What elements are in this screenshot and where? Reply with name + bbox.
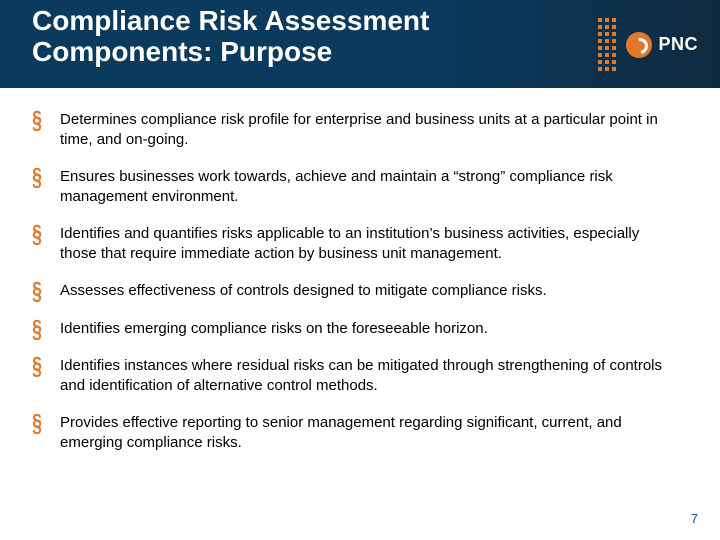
list-item: § Determines compliance risk profile for… <box>32 110 678 149</box>
page-number: 7 <box>691 511 698 526</box>
pnc-logo: PNC <box>626 32 698 58</box>
bullet-text: Assesses effectiveness of controls desig… <box>60 281 678 301</box>
bullet-text: Identifies and quantifies risks applicab… <box>60 224 678 263</box>
list-item: § Identifies emerging compliance risks o… <box>32 319 678 339</box>
list-item: § Identifies instances where residual ri… <box>32 356 678 395</box>
slide: Compliance Risk Assessment Components: P… <box>0 0 720 540</box>
list-item: § Ensures businesses work towards, achie… <box>32 167 678 206</box>
title-line-1: Compliance Risk Assessment <box>32 5 429 36</box>
bullet-marker-icon: § <box>32 107 42 132</box>
logo-area: PNC <box>598 18 698 71</box>
bullet-marker-icon: § <box>32 221 42 246</box>
slide-body: § Determines compliance risk profile for… <box>0 88 720 452</box>
bullet-marker-icon: § <box>32 164 42 189</box>
bullet-text: Ensures businesses work towards, achieve… <box>60 167 678 206</box>
list-item: § Identifies and quantifies risks applic… <box>32 224 678 263</box>
bullet-marker-icon: § <box>32 410 42 435</box>
pnc-logo-text: PNC <box>658 34 698 55</box>
bullet-text: Identifies emerging compliance risks on … <box>60 319 678 339</box>
slide-header: Compliance Risk Assessment Components: P… <box>0 0 720 88</box>
bullet-list: § Determines compliance risk profile for… <box>32 110 678 452</box>
bullet-marker-icon: § <box>32 316 42 341</box>
bullet-marker-icon: § <box>32 353 42 378</box>
bullet-text: Determines compliance risk profile for e… <box>60 110 678 149</box>
title-line-2: Components: Purpose <box>32 36 332 67</box>
pnc-logo-icon <box>626 32 652 58</box>
list-item: § Assesses effectiveness of controls des… <box>32 281 678 301</box>
bullet-text: Provides effective reporting to senior m… <box>60 413 678 452</box>
bullet-marker-icon: § <box>32 278 42 303</box>
dot-grid-decoration <box>598 18 616 71</box>
bullet-text: Identifies instances where residual risk… <box>60 356 678 395</box>
list-item: § Provides effective reporting to senior… <box>32 413 678 452</box>
